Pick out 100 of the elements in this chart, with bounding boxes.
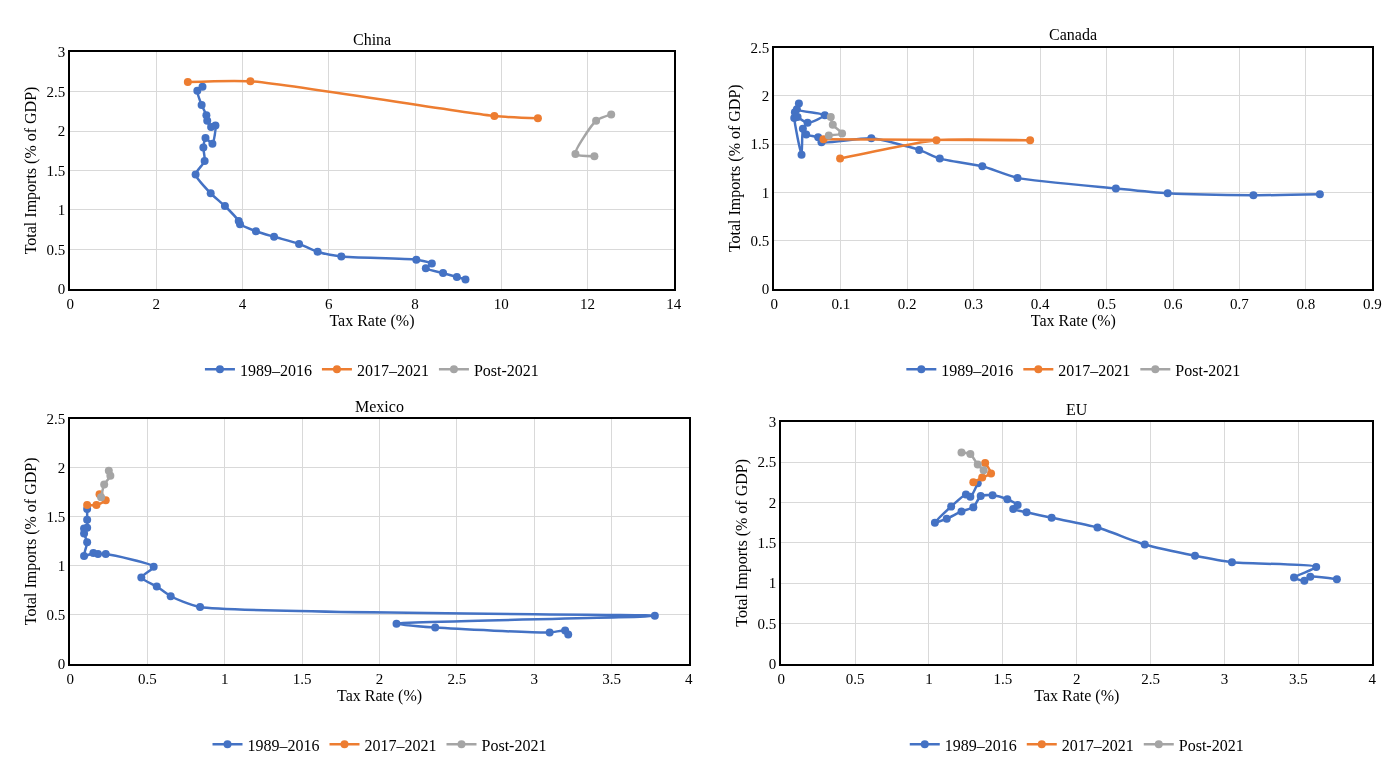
x-tick-label: 0.1 (831, 295, 851, 312)
point (966, 492, 975, 501)
point (196, 603, 205, 612)
point (1332, 575, 1341, 584)
point (439, 269, 448, 278)
point (969, 503, 978, 512)
point (836, 154, 845, 163)
point (942, 514, 951, 523)
chart-title: Mexico (355, 398, 404, 415)
point (798, 124, 807, 133)
point (83, 501, 92, 510)
point (824, 131, 833, 140)
legend-label: Post-2021 (1175, 361, 1241, 379)
point (1047, 513, 1056, 522)
y-tick-label: 0 (768, 656, 777, 673)
point (1249, 191, 1258, 200)
y-tick-label: 2.5 (46, 411, 66, 428)
x-tick-label: 4 (1368, 670, 1377, 687)
point (199, 143, 208, 152)
chart-title: China (353, 31, 392, 48)
point (1312, 563, 1321, 572)
point (251, 227, 260, 236)
point (193, 86, 202, 95)
x-tick-label: 8 (411, 295, 419, 312)
point (803, 118, 812, 127)
point (1003, 495, 1012, 504)
point (234, 216, 243, 225)
point (431, 623, 440, 632)
point (246, 77, 255, 86)
y-tick-label: 1.5 (46, 162, 66, 179)
x-tick-label: 14 (666, 295, 682, 312)
x-tick-label: 3 (530, 670, 538, 687)
y-tick-label: 0.5 (750, 232, 770, 249)
legend-label: 1989–2016 (247, 736, 320, 754)
legend-label: 2017–2021 (356, 361, 429, 379)
point (1290, 573, 1299, 582)
point (198, 82, 207, 91)
point (83, 515, 92, 524)
point (202, 111, 211, 120)
y-tick-label: 0 (57, 281, 66, 298)
point (207, 123, 216, 132)
x-tick-label: 0.5 (138, 670, 157, 687)
legend-label: 1989–2016 (239, 361, 312, 379)
y-tick-label: 0.5 (46, 607, 66, 624)
point (1163, 189, 1172, 198)
y-tick-label: 1.5 (46, 509, 66, 526)
y-tick-label: 1 (57, 202, 66, 219)
x-tick-label: 4 (685, 670, 694, 687)
x-tick-label: 0.6 (1163, 295, 1183, 312)
point (201, 134, 210, 143)
x-tick-label: 2 (1073, 670, 1081, 687)
point (1306, 572, 1315, 581)
point (1300, 576, 1309, 585)
point (1315, 190, 1324, 199)
point (1013, 173, 1022, 182)
point (797, 150, 806, 159)
y-tick-label: 1.5 (750, 136, 770, 153)
chart-title: EU (1066, 401, 1088, 418)
point (220, 201, 229, 210)
legend-label: Post-2021 (1178, 736, 1244, 754)
point (947, 502, 956, 511)
y-tick-label: 2 (57, 123, 66, 140)
legend-label: 2017–2021 (364, 736, 437, 754)
point (976, 492, 985, 501)
legend-label: 1989–2016 (941, 361, 1014, 379)
y-axis-title: Total Imports (% of GDP) (725, 84, 744, 253)
point (571, 149, 580, 158)
x-tick-label: 0.5 (845, 670, 865, 687)
x-tick-label: 1 (925, 670, 933, 687)
x-tick-label: 2 (152, 295, 161, 312)
y-tick-label: 3 (768, 414, 777, 431)
point (83, 538, 92, 547)
point (590, 152, 599, 161)
point (826, 113, 835, 122)
y-tick-label: 1 (768, 575, 777, 592)
point (206, 189, 215, 198)
x-tick-label: 2.5 (1141, 670, 1161, 687)
chart-title: Canada (1049, 26, 1097, 43)
y-tick-label: 2 (761, 88, 770, 105)
point (313, 247, 322, 256)
point (1227, 558, 1236, 567)
x-axis-title: Tax Rate (%) (1030, 312, 1116, 331)
x-tick-label: 0.7 (1230, 295, 1250, 312)
y-tick-label: 3 (57, 44, 66, 61)
point (191, 170, 200, 179)
y-tick-label: 2.5 (757, 454, 777, 471)
point (92, 501, 101, 510)
point (978, 162, 987, 171)
x-tick-label: 12 (579, 295, 595, 312)
point (166, 592, 175, 601)
point (101, 550, 110, 559)
y-axis-title: Total Imports (% of GDP) (732, 458, 751, 627)
point (89, 549, 98, 558)
legend-label: Post-2021 (473, 361, 539, 379)
y-tick-label: 1 (761, 184, 770, 201)
y-axis-title: Total Imports (% of GDP) (21, 457, 40, 626)
x-tick-label: 6 (325, 295, 334, 312)
x-tick-label: 2.5 (447, 670, 467, 687)
point (104, 466, 113, 475)
point (930, 518, 939, 527)
